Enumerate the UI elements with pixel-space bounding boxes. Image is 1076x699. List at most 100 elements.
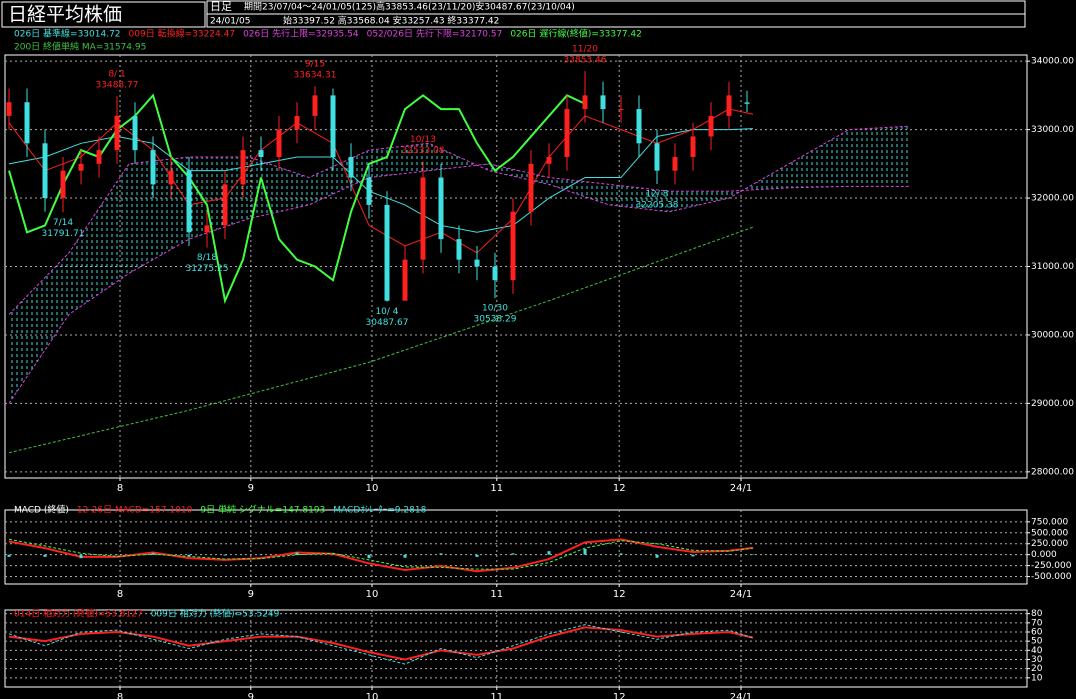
bar — [511, 553, 515, 555]
x-tick-label: 10 — [366, 692, 379, 699]
period-label: 日足 — [210, 0, 232, 13]
candle-body — [222, 184, 228, 226]
bar — [331, 554, 335, 556]
annotation-value: 32205.38 — [636, 200, 679, 210]
x-tick-label: 24/1 — [730, 692, 752, 699]
series-line — [8, 624, 754, 665]
candle-body — [582, 95, 588, 110]
annotation-value: 33488.77 — [96, 81, 139, 91]
legend-entry: 200日 終値単純 MA=31574.95 — [14, 41, 146, 53]
candle-body — [294, 115, 300, 130]
candle-body — [474, 259, 480, 267]
annotation-date: 10/13 — [410, 135, 436, 145]
annotation-value: 30487.67 — [366, 318, 409, 328]
x-tick-label: 12 — [613, 692, 626, 699]
ohlc: 始33397.52 高33568.04 安33257.43 終33377.42 — [283, 15, 499, 27]
series-line — [8, 125, 910, 315]
y-tick-label: 30 — [1031, 655, 1043, 665]
candle-body — [204, 225, 210, 233]
x-tick-label: 24/1 — [730, 589, 752, 600]
candle-body — [636, 109, 642, 144]
x-tick-label: 12 — [613, 589, 626, 600]
annotation-value: 30538.29 — [474, 315, 517, 325]
x-tick-label: 11 — [490, 692, 503, 699]
series-line — [8, 163, 909, 404]
y-tick-label: 60 — [1031, 628, 1043, 638]
x-tick-label: 9 — [248, 589, 254, 600]
candle-body — [402, 259, 408, 301]
legend-entry: 026日 遅行線(終値)=33377.42 — [510, 28, 642, 40]
candle-body — [654, 143, 660, 171]
x-tick-label: 9 — [248, 692, 254, 699]
bar — [583, 548, 587, 555]
candle-body — [690, 136, 696, 157]
candle-body — [546, 156, 552, 164]
legend-entry: 9日 単純 シグナル=147.8193 — [200, 504, 325, 516]
bar — [295, 552, 299, 555]
bar — [619, 553, 623, 555]
x-tick-label: 11 — [490, 483, 503, 494]
candle-body — [96, 150, 102, 164]
legend-entry: 014日 相対力 (終値)=53.8127 — [14, 608, 143, 620]
candle-body — [384, 204, 390, 301]
annotation-value: 31791.71 — [42, 229, 85, 239]
legend-entry: 009日 転換線=33224.47 — [129, 28, 236, 40]
y-tick-label: -500.000 — [1031, 572, 1072, 582]
y-tick-label: 31000.00 — [1031, 262, 1074, 272]
candle-body — [258, 150, 264, 157]
x-tick-label: 10 — [366, 589, 379, 600]
date: 24/01/05 — [210, 17, 250, 27]
bar — [475, 554, 479, 557]
y-tick-label: 34000.00 — [1031, 57, 1074, 67]
y-tick-label: 10 — [1031, 673, 1043, 683]
annotation-date: 12/ 8 — [645, 189, 668, 199]
x-tick-label: 11 — [490, 589, 503, 600]
candle-body — [510, 211, 516, 281]
series-line — [8, 538, 754, 573]
panel-title: MACD (終値) — [14, 504, 69, 516]
candle-body — [438, 177, 444, 240]
candle-body — [240, 150, 246, 185]
y-tick-label: 750.000 — [1031, 517, 1068, 527]
bar — [223, 554, 227, 556]
candle-body — [726, 95, 732, 116]
candle-body — [348, 156, 354, 178]
candle-body — [168, 170, 174, 185]
y-tick-label: 0.000 — [1031, 550, 1057, 560]
bar — [151, 552, 155, 555]
candle-body — [564, 109, 570, 157]
candle-body — [6, 102, 12, 116]
bar — [403, 554, 407, 558]
candle-body — [78, 163, 84, 171]
annotation-date: 10/30 — [482, 304, 508, 314]
candle-body — [366, 177, 372, 205]
y-tick-label: 28000.00 — [1031, 467, 1074, 477]
candle-body — [600, 95, 606, 110]
candle-body — [420, 177, 426, 260]
bar — [79, 554, 83, 559]
title-box — [1, 1, 206, 28]
series-line — [8, 93, 586, 305]
candle-body — [132, 115, 138, 151]
annotation-value: 31275.25 — [186, 264, 229, 274]
title: 日経平均株価 — [8, 4, 122, 26]
candle-body — [672, 156, 678, 171]
annotation-date: 8/ 1 — [108, 70, 125, 80]
y-tick-label: 50 — [1031, 637, 1043, 647]
annotation-value: 32533.08 — [402, 146, 445, 156]
panel-frame — [4, 509, 1028, 585]
y-tick-label: 29000.00 — [1031, 399, 1074, 409]
x-tick-label: 24/1 — [730, 483, 752, 494]
y-tick-label: -250.000 — [1031, 561, 1072, 571]
annotation-value: 33634.31 — [294, 71, 337, 81]
bar — [259, 554, 263, 555]
legend-entry: 009日 相対力 (終値)=53.5249 — [151, 608, 280, 620]
panel-frame — [4, 609, 1028, 688]
bar — [115, 554, 119, 556]
y-tick-label: 80 — [1031, 609, 1043, 619]
x-tick-label: 8 — [117, 483, 123, 494]
y-tick-label: 32000.00 — [1031, 194, 1074, 204]
candle-body — [708, 115, 714, 137]
y-tick-label: 70 — [1031, 618, 1043, 628]
